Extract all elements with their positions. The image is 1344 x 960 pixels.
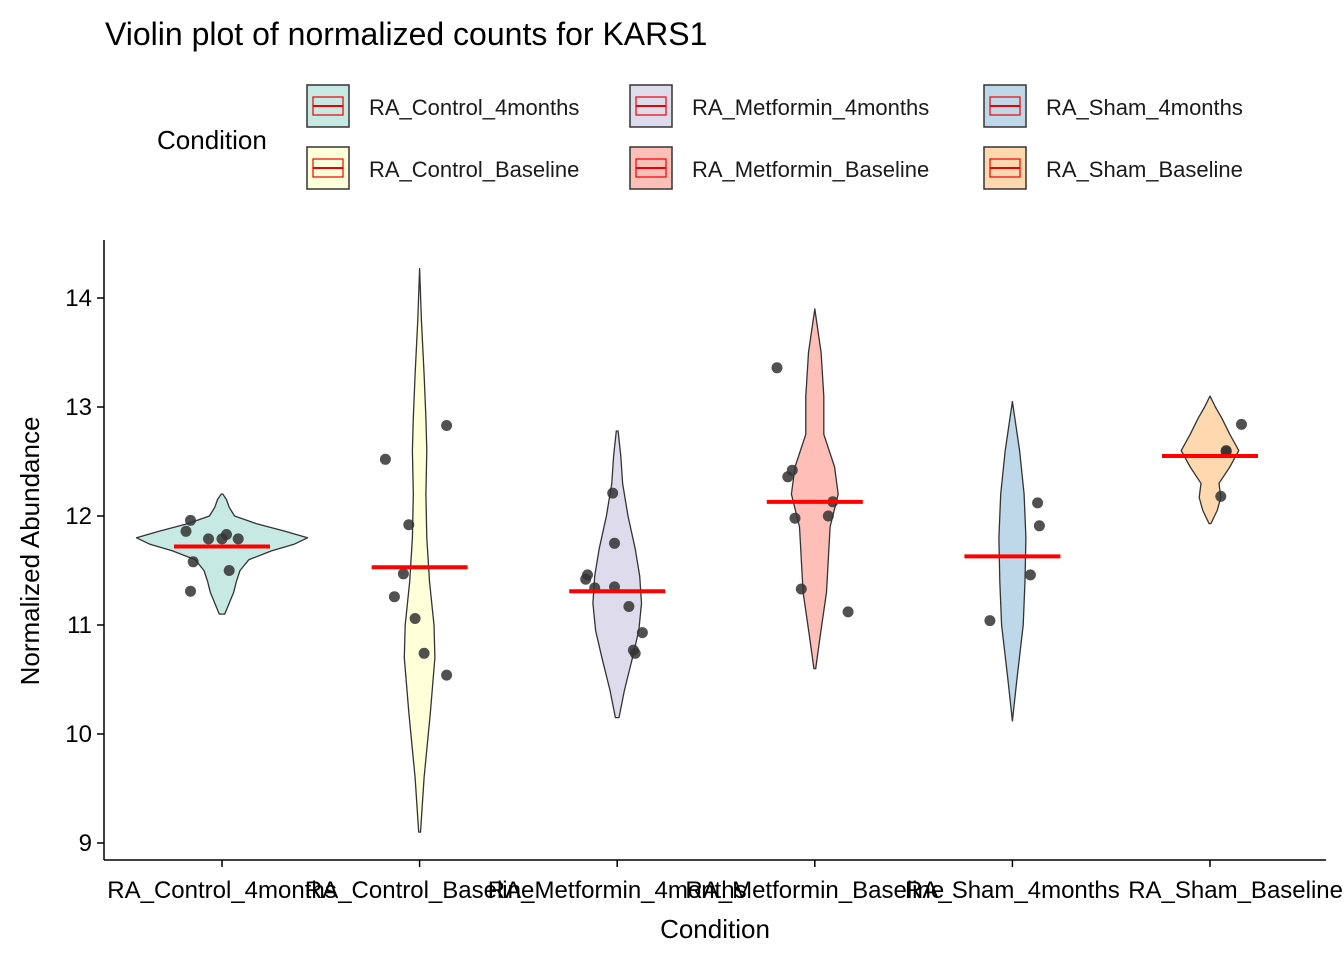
x-tick-label: RA_Control_4months [107,877,336,904]
data-point [822,510,834,522]
data-point [185,585,196,597]
data-point [409,613,421,624]
axes: 9 10 11 12 13 14 RA_Control_4monthsRA_Control_… [65,240,1343,904]
x-tick-label: RA_Control_Baseline [305,877,534,904]
data-point [984,615,996,627]
violin-RA_Sham_4months [998,400,1027,722]
data-point [789,512,801,524]
violin-RA_Control_Baseline [403,267,436,833]
legend-key-box [635,158,667,178]
legend-entry-label: RA_Sham_Baseline [1046,157,1243,182]
data-point [786,464,798,476]
data-point [1033,520,1045,532]
data-point [607,487,619,499]
y-axis-title: Normalized Abundance [15,417,45,686]
data-point [223,565,235,576]
data-point [187,556,199,568]
data-point [397,568,409,580]
violin-RA_Metformin_4months [592,430,643,719]
legend-title: Condition [157,125,267,155]
data-point [379,453,391,465]
y-tick-label: 11 [67,612,92,639]
data-point [636,627,648,639]
y-tick-label: 12 [65,503,92,530]
legend-key-box [989,158,1021,178]
data-point [842,606,854,618]
legend-entry-label: RA_Metformin_4months [692,95,929,120]
data-point [795,583,807,595]
violin-RA_Metformin_Baseline [790,308,839,670]
legend-key-box [989,96,1021,116]
legend-entry-label: RA_Control_4months [369,95,579,120]
x-tick-label: RA_Metformin_Baseline [685,877,944,904]
data-point [403,519,415,531]
data-point [203,533,214,545]
data-point [629,647,641,659]
plot-area [135,267,1258,833]
data-point [180,525,192,537]
x-tick-label: RA_Metformin_4months [488,877,747,904]
y-tick-label: 10 [65,721,92,748]
data-point [1215,490,1227,502]
data-point [185,514,196,526]
chart-title: Violin plot of normalized counts for KAR… [105,16,707,52]
y-tick-label: 13 [65,394,92,421]
data-point [1024,569,1036,581]
data-point [1236,418,1247,430]
x-tick-label: RA_Sham_Baseline [1128,877,1343,904]
legend-key-box [312,96,344,116]
data-point [441,669,453,681]
data-point [441,420,453,431]
x-axis-title: Condition [660,914,770,944]
legend-entry-label: RA_Control_Baseline [369,157,579,182]
legend-key-box [312,158,344,178]
data-point [582,569,593,581]
data-point [623,601,635,612]
data-point [771,362,783,374]
legend-entry-label: RA_Sham_4months [1046,95,1243,120]
legend-entry-label: RA_Metformin_Baseline [692,157,929,182]
legend-key-box [635,96,667,116]
data-point [232,533,244,545]
violin-RA_Sham_Baseline [1180,395,1240,525]
y-tick-label: 14 [65,285,92,312]
data-point [388,591,400,603]
data-point [221,529,232,540]
data-point [1032,497,1044,509]
violin-RA_Control_4months [135,493,309,615]
y-tick-label: 9 [79,830,92,857]
legend: RA_Control_4months RA_Metformin_4months RA… [306,84,1243,190]
data-point [418,647,430,659]
x-tick-label: RA_Sham_4months [905,877,1120,904]
data-point [609,537,620,549]
